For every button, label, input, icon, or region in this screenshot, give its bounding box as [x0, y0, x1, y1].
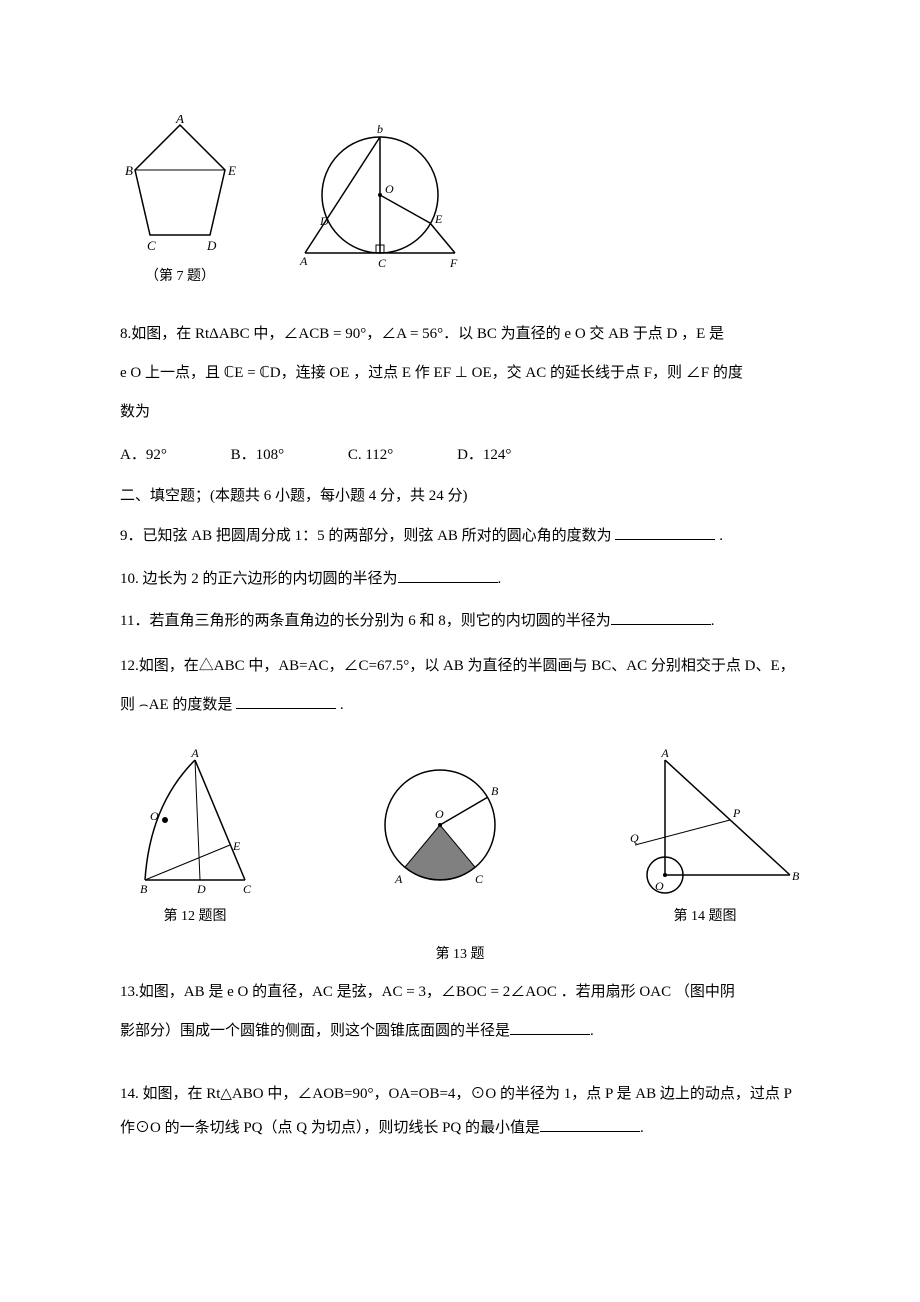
f12-o: O	[150, 809, 159, 823]
q13-line1: 13.如图，AB 是 e O 的直径，AC 是弦，AC = 3，∠BOC = 2…	[120, 984, 735, 1000]
figure-8: b O D E A C F	[290, 115, 470, 285]
label-a2: A	[299, 254, 308, 268]
q11-blank	[611, 611, 711, 625]
label-b2: b	[377, 122, 383, 136]
figure-13-caption-placeholder	[365, 905, 515, 921]
label-c: C	[147, 238, 156, 253]
f14-a: A	[660, 746, 669, 760]
f14-b: B	[792, 869, 800, 883]
question-8: 8.如图，在 RtΔABC 中，∠ACB = 90°，∠A = 56°．以 BC…	[120, 315, 800, 432]
figure-row-mid: A O E B D C 第 12 题图 B O A C	[120, 745, 800, 925]
q14-line2-post: .	[640, 1120, 644, 1136]
figure-row-top: A B E C D （第 7 题） b O D E A C F	[120, 115, 800, 285]
question-9: 9．已知弦 AB 把圆周分成 1：5 的两部分，则弦 AB 所对的圆心角的度数为…	[120, 519, 800, 554]
q9-post: .	[715, 528, 723, 544]
label-c2: C	[378, 256, 387, 270]
q12-line1: 12.如图，在△ABC 中，AB=AC，∠C=67.5°，以 AB 为直径的半圆…	[120, 658, 795, 674]
label-b: B	[125, 163, 133, 178]
figure-7-caption: （第 7 题）	[120, 265, 240, 285]
label-f: F	[449, 256, 458, 270]
label-e2: E	[434, 212, 443, 226]
pentagon-svg: A B E C D	[120, 115, 240, 255]
q9-pre: 9．已知弦 AB 把圆周分成 1：5 的两部分，则弦 AB 所对的圆心角的度数为	[120, 528, 615, 544]
q12-blank	[236, 695, 336, 709]
q9-blank	[615, 526, 715, 540]
label-d: D	[206, 238, 217, 253]
q8-options: A．92° B．108° C. 112° D．124°	[120, 440, 800, 470]
f13-o: O	[435, 807, 444, 821]
q13-line2-post: .	[590, 1023, 594, 1039]
fig12-svg: A O E B D C	[120, 745, 270, 895]
figure-7: A B E C D （第 7 题）	[120, 115, 240, 285]
f12-a: A	[190, 746, 199, 760]
q11-pre: 11．若直角三角形的两条直角边的长分别为 6 和 8，则它的内切圆的半径为	[120, 613, 611, 629]
q12-line2-pre: 则 ⌢AE 的度数是	[120, 697, 236, 713]
q8-line3: 数为	[120, 404, 150, 420]
q12-line2-post: .	[336, 697, 344, 713]
question-13: 13.如图，AB 是 e O 的直径，AC 是弦，AC = 3，∠BOC = 2…	[120, 973, 800, 1051]
question-10: 10. 边长为 2 的正六边形的内切圆的半径为.	[120, 562, 800, 597]
caption-13: 第 13 题	[120, 943, 800, 963]
question-14: 14. 如图，在 Rt△ABO 中，∠AOB=90°，OA=OB=4，⊙O 的半…	[120, 1077, 800, 1146]
f12-b: B	[140, 882, 148, 895]
q10-post: .	[498, 571, 502, 587]
fig14-svg: A P Q O B	[610, 745, 800, 895]
section-2-header: 二、填空题；(本题共 6 小题，每小题 4 分，共 24 分)	[120, 484, 800, 505]
q8-opt-b: B．108°	[231, 440, 285, 470]
q13-blank	[510, 1021, 590, 1035]
f13-b: B	[491, 784, 499, 798]
q11-post: .	[711, 613, 715, 629]
figure-14-caption: 第 14 题图	[610, 905, 800, 925]
f14-o: O	[655, 879, 664, 893]
q10-blank	[398, 569, 498, 583]
f12-c: C	[243, 882, 252, 895]
figure-12: A O E B D C 第 12 题图	[120, 745, 270, 925]
f13-a: A	[394, 872, 403, 886]
figure-12-caption: 第 12 题图	[120, 905, 270, 925]
f14-p: P	[732, 806, 741, 820]
q14-line2-pre: 作⊙O 的一条切线 PQ（点 Q 为切点），则切线长 PQ 的最小值是	[120, 1120, 540, 1136]
label-o: O	[385, 182, 394, 196]
q8-line1: 8.如图，在 RtΔABC 中，∠ACB = 90°，∠A = 56°．以 BC…	[120, 326, 724, 342]
label-e: E	[227, 163, 236, 178]
q8-line2: e O 上一点，且 ℂE = ℂD，连接 OE ，过点 E 作 EF ⊥ OE，…	[120, 365, 743, 381]
label-d2: D	[319, 214, 329, 228]
q13-line2-pre: 影部分）围成一个圆锥的侧面，则这个圆锥底面圆的半径是	[120, 1023, 510, 1039]
f12-e: E	[232, 839, 241, 853]
q8-opt-d: D．124°	[457, 440, 511, 470]
figure-14: A P Q O B 第 14 题图	[610, 745, 800, 925]
f14-q: Q	[630, 831, 639, 845]
question-12: 12.如图，在△ABC 中，AB=AC，∠C=67.5°，以 AB 为直径的半圆…	[120, 647, 800, 725]
q8-opt-c: C. 112°	[348, 440, 393, 470]
q10-pre: 10. 边长为 2 的正六边形的内切圆的半径为	[120, 571, 398, 587]
figure-13: B O A C	[365, 745, 515, 925]
q14-line1: 14. 如图，在 Rt△ABO 中，∠AOB=90°，OA=OB=4，⊙O 的半…	[120, 1086, 792, 1102]
q14-blank	[540, 1118, 640, 1132]
f12-d: D	[196, 882, 206, 895]
f13-c: C	[475, 872, 484, 886]
circle-triangle-svg: b O D E A C F	[290, 115, 470, 275]
question-11: 11．若直角三角形的两条直角边的长分别为 6 和 8，则它的内切圆的半径为.	[120, 604, 800, 639]
q8-opt-a: A．92°	[120, 440, 167, 470]
label-a: A	[175, 115, 184, 126]
fig13-svg: B O A C	[365, 745, 515, 895]
